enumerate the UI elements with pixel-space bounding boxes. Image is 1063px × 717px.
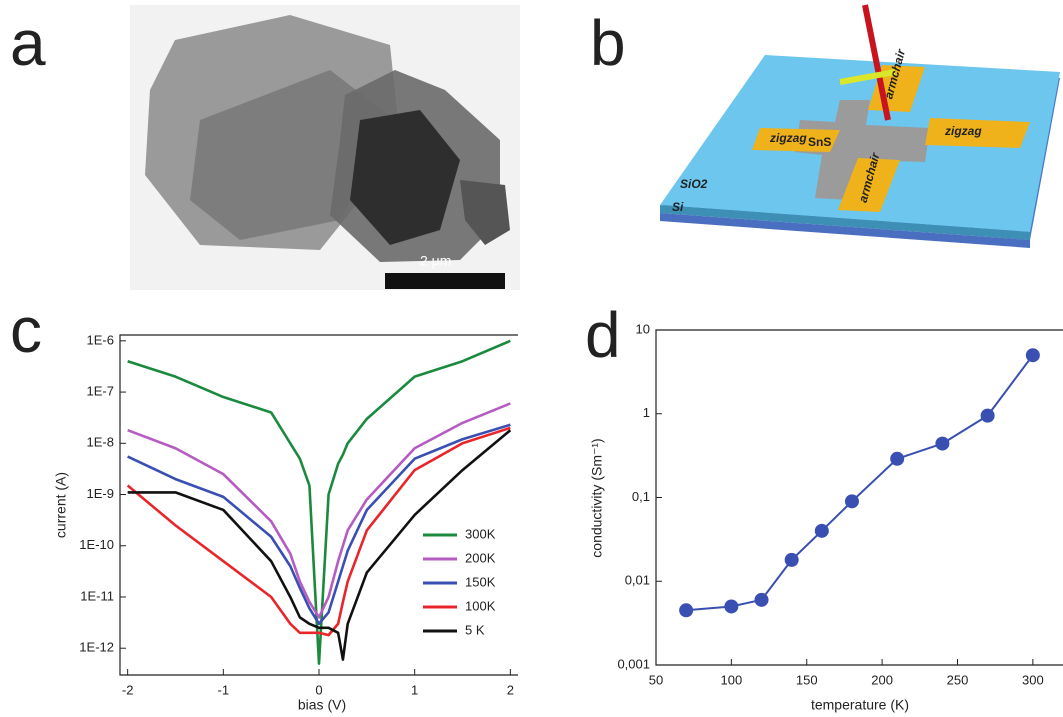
panel-label: c — [10, 294, 42, 366]
substrate-label: Si — [672, 200, 684, 214]
series-line — [127, 429, 512, 661]
panel-label: b — [590, 7, 626, 79]
data-point — [935, 436, 950, 451]
y-tick-label: 10 — [636, 321, 650, 336]
y-tick-label: 1E-8 — [87, 435, 114, 450]
channel-label: SnS — [808, 135, 831, 149]
y-tick-label: 1E-12 — [79, 640, 114, 655]
micrograph: 2 μm — [130, 5, 520, 290]
x-tick-label: 200 — [871, 672, 893, 687]
series-line — [127, 339, 511, 665]
legend-label: 200K — [465, 550, 496, 565]
oxide-label: SiO2 — [680, 177, 708, 191]
series-line — [686, 354, 1034, 612]
y-tick-label: 1 — [643, 405, 650, 420]
y-tick-label: 1E-10 — [79, 537, 114, 552]
data-point — [814, 523, 829, 538]
pad-label: zigzag — [944, 124, 982, 138]
panel-label: d — [585, 299, 621, 371]
legend-label: 100K — [465, 598, 496, 613]
scale-bar-label: 2 μm — [420, 253, 451, 269]
data-point — [754, 592, 769, 607]
y-tick-label: 0,1 — [632, 489, 650, 504]
data-point — [784, 552, 799, 567]
axis-frame — [655, 329, 1063, 666]
y-tick-label: 1E-6 — [87, 332, 114, 347]
x-tick-label: 300 — [1022, 672, 1044, 687]
x-tick-label: 100 — [721, 672, 743, 687]
data-point — [890, 451, 905, 466]
data-point — [679, 603, 694, 618]
data-point — [844, 494, 859, 509]
x-tick-label: 150 — [796, 672, 818, 687]
series-line — [126, 426, 511, 637]
legend-label: 300K — [465, 526, 496, 541]
x-tick-label: 2 — [507, 682, 514, 697]
y-tick-label: 1E-9 — [87, 486, 114, 501]
x-tick-label: 1 — [411, 682, 418, 697]
y-tick-label: 0,01 — [625, 573, 650, 588]
x-axis-title: temperature (K) — [811, 697, 909, 713]
legend-label: 150K — [465, 574, 496, 589]
x-tick-label: -1 — [218, 682, 230, 697]
x-tick-label: 0 — [315, 682, 322, 697]
y-axis-title: conductivity (Sm⁻¹) — [589, 438, 605, 557]
panel-label: a — [10, 7, 46, 79]
data-point — [724, 599, 739, 614]
x-axis-title: bias (V) — [298, 697, 346, 713]
device-schematic: zigzag armchair zigzag armchair SnS SiO2… — [660, 4, 1060, 248]
series-line — [127, 423, 511, 626]
legend-label: 5 K — [465, 622, 485, 637]
y-tick-label: 1E-7 — [87, 384, 114, 399]
y-tick-label: 0,001 — [617, 656, 650, 671]
series-line — [127, 402, 511, 619]
data-point — [980, 408, 995, 423]
y-tick-label: 1E-11 — [80, 588, 114, 603]
x-tick-label: -2 — [122, 682, 134, 697]
y-axis-title: current (A) — [53, 472, 69, 538]
pad-label: zigzag — [769, 131, 807, 145]
x-tick-label: 250 — [947, 672, 969, 687]
x-tick-label: 50 — [649, 672, 663, 687]
data-point — [1025, 348, 1040, 363]
